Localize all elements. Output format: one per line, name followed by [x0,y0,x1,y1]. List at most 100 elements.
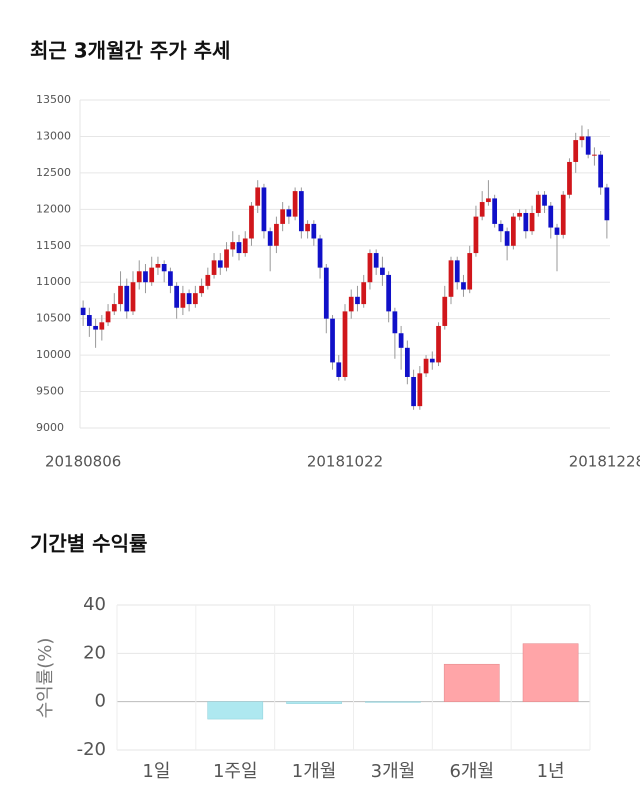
y-tick-label: 10500 [36,312,71,325]
candle-body [155,264,161,268]
y-tick-label: 13500 [36,93,71,106]
y-tick-label: 9500 [36,385,64,398]
candle-body [386,274,392,312]
x-tick-label: 1일 [142,761,170,782]
candle-body [380,267,385,275]
candle-body [411,376,416,407]
candle-body [342,311,348,377]
candle-body [336,362,342,377]
candle-body [529,212,535,232]
candle-body [467,253,473,290]
candle-body [579,136,585,141]
y-tick-label: -20 [77,739,106,760]
candle-body [492,198,498,224]
candle-body [361,282,367,305]
candle-body [592,154,597,156]
candle-body [417,373,423,407]
candle-body [242,238,248,254]
candle-body [454,260,460,283]
candle-body [461,282,466,290]
candle-body [174,285,180,308]
candle-body [224,249,229,268]
candle-body [143,271,148,283]
candle-body [255,187,261,206]
candle-body [429,358,435,363]
candle-body [398,333,404,348]
candle-body [80,307,86,316]
candle-body [180,293,186,308]
candle-body [442,296,448,326]
candle-body [274,223,279,246]
x-tick-label: 6개월 [449,761,494,782]
candle-body [473,216,479,254]
candle-body [211,260,217,275]
candle-body [479,202,485,217]
candle-body [560,194,566,235]
bar [286,701,342,704]
candle-body [323,267,329,319]
y-tick-label: 10000 [36,348,71,361]
candle-body [205,274,211,286]
candle-body [136,271,142,283]
candle-body [118,285,123,305]
candle-body [186,293,192,305]
candle-body [436,325,441,363]
candle-body [317,238,323,268]
candle-body [86,315,92,326]
candle-body [149,267,155,283]
candle-body [249,205,254,239]
candle-body [286,209,292,217]
y-axis-label: 수익률(%) [35,638,56,719]
y-tick-label: 20 [83,642,106,663]
bar [522,643,579,702]
candle-body [573,140,579,162]
candle-body [199,285,204,294]
candle-body [230,242,236,250]
candle-body [168,271,173,286]
y-tick-label: 11000 [36,275,71,288]
candle-body [99,322,105,330]
x-tick-label: 1개월 [292,761,337,782]
candle-body [535,194,541,213]
y-tick-label: 40 [83,594,106,615]
y-tick-label: 0 [95,691,106,712]
candle-body [111,304,117,312]
chart-title: 기간별 수익률 [30,532,147,556]
candle-body [348,296,354,312]
x-tick-label: 20181022 [307,453,383,471]
candle-body [261,187,267,232]
y-tick-label: 12500 [36,166,71,179]
candle-body [124,285,130,312]
x-tick-label: 1년 [537,761,565,782]
candle-body [510,216,516,246]
candle-body [367,253,373,283]
x-tick-label: 3개월 [371,761,416,782]
candle-body [548,205,554,228]
candle-body [130,282,136,312]
candle-body [448,260,454,297]
candle-body [267,231,273,246]
candle-body [504,231,510,246]
candle-body [330,318,335,363]
candle-body [542,194,547,206]
bar [365,701,421,703]
candle-body [236,242,242,254]
candle-body [523,212,529,232]
candle-body [105,311,111,323]
candle-body [567,161,572,195]
candle-body [311,223,317,239]
candle-body [298,191,304,232]
candle-body [373,253,379,268]
x-tick-label: 20180806 [45,453,121,471]
candle-body [598,154,604,188]
x-tick-label: 1주일 [213,761,258,782]
candle-body [517,212,522,217]
candle-body [554,227,560,235]
candle-body [404,347,410,377]
chart-title: 최근 3개월간 주가 추세 [30,39,230,63]
bar [207,701,264,720]
candle-body [604,187,610,221]
bar [443,663,500,702]
candle-body [305,223,310,232]
